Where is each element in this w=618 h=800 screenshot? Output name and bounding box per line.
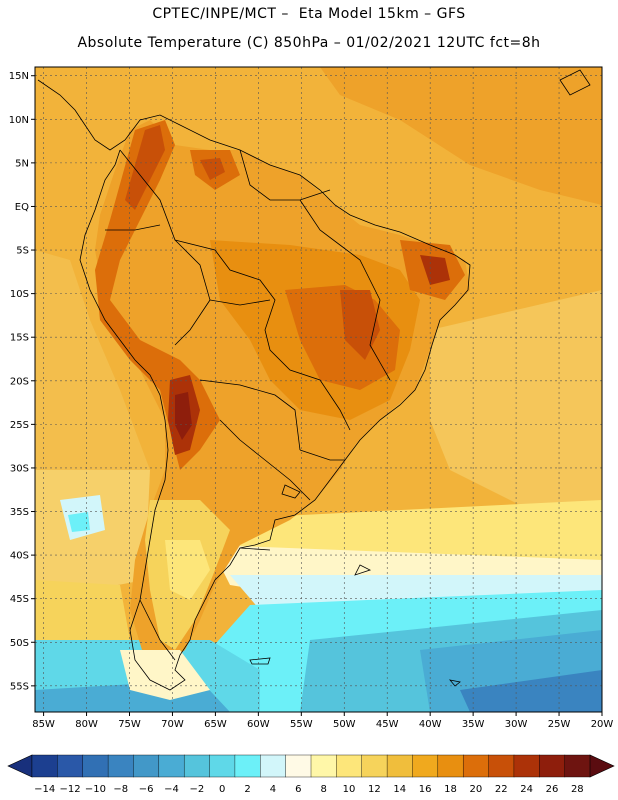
lon-label: 60W [247, 719, 270, 730]
legend-swatch [260, 754, 287, 778]
legend-label: 24 [520, 784, 533, 795]
lat-label: 40S [10, 551, 29, 562]
legend-low-arrow [7, 754, 33, 778]
legend-swatch [310, 754, 337, 778]
legend-swatch [513, 754, 540, 778]
legend-label: 10 [343, 784, 356, 795]
legend-swatch [386, 754, 413, 778]
legend-label: 12 [368, 784, 381, 795]
legend-swatch [488, 754, 515, 778]
lat-label: 35S [10, 507, 29, 518]
lat-label: 50S [10, 638, 29, 649]
map-title-line-2: Absolute Temperature (C) 850hPa – 01/02/… [77, 35, 541, 51]
lat-label: 5S [16, 246, 29, 257]
legend-swatch [57, 754, 84, 778]
legend-swatch [361, 754, 388, 778]
lon-label: 35W [462, 719, 485, 730]
legend-swatch [336, 754, 363, 778]
legend-high-arrow [589, 754, 615, 778]
color-legend-labels: −14 −12 −10 −8 −6 −4 −2 0 2 4 6 8 10 12 14 16 18 20 22 24 26… [34, 784, 584, 795]
map-plot-area [35, 67, 602, 712]
legend-label: −8 [113, 784, 128, 795]
lon-label: 75W [118, 719, 141, 730]
lat-label: 25S [10, 420, 29, 431]
lon-label: 85W [32, 719, 55, 730]
map-title-line-1: CPTEC/INPE/MCT – Eta Model 15km – GFS [152, 6, 466, 22]
legend-label: 26 [546, 784, 559, 795]
longitude-labels: 85W 80W 75W 70W 65W 60W 55W 50W 45W 40W 35W 30W 25W 2… [32, 712, 613, 730]
legend-swatch [285, 754, 312, 778]
legend-label: −14 [34, 784, 55, 795]
lat-label: 55S [10, 681, 29, 692]
legend-label: 28 [571, 784, 584, 795]
lon-label: 30W [505, 719, 528, 730]
legend-label: 20 [469, 784, 482, 795]
legend-label: −10 [85, 784, 106, 795]
legend-label: 0 [219, 784, 225, 795]
lon-label: 25W [548, 719, 571, 730]
legend-label: −2 [189, 784, 204, 795]
legend-label: −6 [139, 784, 154, 795]
legend-label: −12 [59, 784, 80, 795]
lat-label: 20S [10, 376, 29, 387]
lon-label: 80W [75, 719, 98, 730]
lat-label: 15N [9, 71, 29, 82]
legend-label: −4 [164, 784, 179, 795]
map-frame [34, 66, 603, 713]
legend-swatch [539, 754, 566, 778]
latitude-labels: 15N 10N 5N EQ 5S 10S 15S 20S 25S 30S 35S 40S 45S 50S 5… [9, 71, 35, 692]
legend-label: 4 [270, 784, 276, 795]
lon-label: 40W [419, 719, 442, 730]
legend-swatch [31, 754, 58, 778]
legend-swatch [183, 754, 211, 778]
legend-label: 6 [295, 784, 301, 795]
legend-swatch [234, 754, 261, 778]
lat-label: 10N [9, 115, 29, 126]
legend-label: 2 [244, 784, 250, 795]
legend-label: 22 [495, 784, 508, 795]
legend-swatch [437, 754, 464, 778]
legend-label: 14 [393, 784, 406, 795]
legend-swatch [107, 754, 134, 778]
lon-label: 50W [333, 719, 356, 730]
lon-label: 65W [204, 719, 227, 730]
legend-swatch [564, 754, 591, 778]
lat-label: EQ [15, 202, 29, 213]
lat-label: 15S [10, 333, 29, 344]
lat-label: 45S [10, 594, 29, 605]
lat-label: 10S [10, 289, 29, 300]
legend-swatch [209, 754, 236, 778]
lon-label: 20W [591, 719, 614, 730]
legend-swatch [412, 754, 439, 778]
legend-label: 8 [320, 784, 326, 795]
lat-label: 5N [15, 158, 29, 169]
lon-label: 55W [290, 719, 313, 730]
lat-label: 30S [10, 463, 29, 474]
color-legend [7, 754, 615, 778]
legend-swatch [133, 754, 160, 778]
legend-label: 16 [419, 784, 432, 795]
lon-label: 45W [376, 719, 399, 730]
legend-swatch [462, 754, 490, 778]
coastline-and-borders [37, 69, 591, 691]
legend-swatch [158, 754, 185, 778]
legend-label: 18 [444, 784, 457, 795]
lon-label: 70W [161, 719, 184, 730]
legend-swatch [82, 754, 109, 778]
